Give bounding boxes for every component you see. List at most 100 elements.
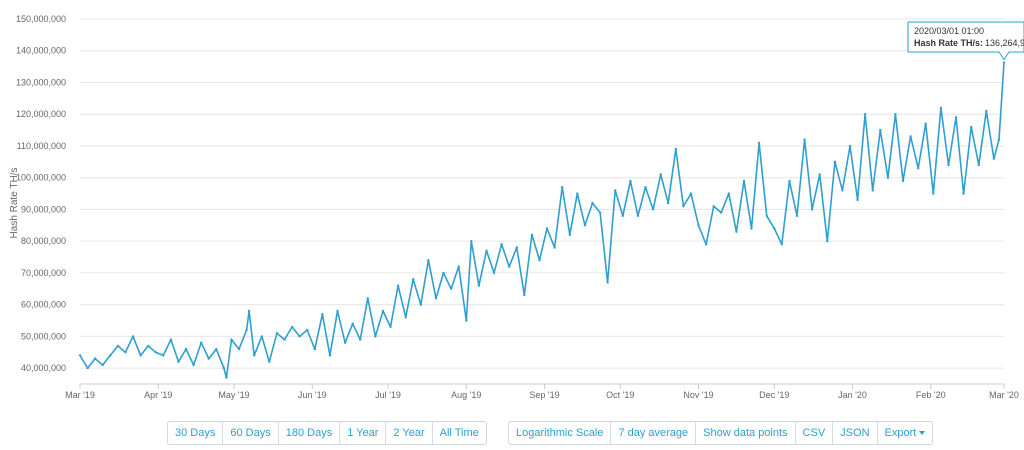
data-point [93,357,97,360]
data-point [644,186,647,189]
x-tick-label: Nov '19 [683,390,713,400]
range-all-time-button[interactable]: All Time [439,427,479,439]
data-point [207,357,210,360]
data-point [674,147,677,151]
data-point [253,354,256,357]
data-point [689,192,693,195]
data-point [359,338,362,341]
y-tick-label: 140,000,000 [16,46,66,56]
data-point [396,284,400,287]
y-tick-label: 70,000,000 [21,268,66,278]
data-point [795,214,799,217]
data-point [909,135,912,138]
data-point [169,338,173,341]
y-tick-label: 150,000,000 [16,14,66,24]
data-point [765,214,768,217]
x-tick-label: May '19 [218,390,249,400]
data-point [932,192,935,195]
tooltip-series-label: Hash Rate TH/s: [914,38,983,48]
data-point [545,227,549,230]
data-point [742,179,746,183]
data-point [917,167,920,170]
data-point [434,297,438,300]
data-point [245,328,248,332]
data-point [939,106,943,110]
x-tick-label: Dec '19 [759,390,789,400]
data-point [621,214,624,217]
data-point [856,198,859,202]
range-1-year-button[interactable]: 1 Year [340,422,387,444]
data-point [997,138,1001,141]
data-point [343,341,347,344]
show-data-points-button[interactable]: Show data points [696,422,796,444]
data-point [470,240,473,243]
data-point [697,224,700,227]
data-point [879,128,882,132]
data-point [449,287,453,290]
data-point [298,335,301,338]
data-point [275,332,279,335]
data-point [215,347,218,351]
data-point [192,363,195,367]
hash-rate-chart: 40,000,000 50,000,000 60,000,000 70,000,000… [9,14,1024,400]
data-point [985,109,988,113]
data-point [321,313,324,316]
seven-day-average-button[interactable]: 7 day average [611,422,697,444]
data-point [381,309,385,313]
data-point [750,227,753,230]
data-point [863,113,867,116]
data-point [225,376,228,379]
caret-down-icon [919,431,926,436]
data-point [283,338,286,341]
data-point [947,163,950,167]
data-point [230,338,233,341]
data-point [773,227,776,230]
data-point [412,278,415,281]
data-point [116,344,120,348]
y-axis-label: Hash Rate TH/s [9,168,20,239]
data-point [366,297,369,300]
range-2-year-button[interactable]: 2 Year [386,422,433,444]
data-point [561,186,564,189]
data-point [924,122,927,125]
data-point [1002,61,1006,64]
data-point [313,347,316,351]
data-point [538,259,541,262]
data-point [351,322,354,325]
data-point [727,192,730,195]
data-point [970,125,973,129]
range-30-days-button[interactable]: 30 Days [168,422,224,444]
data-point [306,328,309,332]
data-point [818,173,821,176]
data-point [374,335,377,338]
data-point [492,271,496,275]
x-tick-label: Sep '19 [529,390,559,400]
data-point [457,265,460,268]
x-tick-label: Jul '19 [375,390,401,400]
series-line-hash-rate [79,62,1005,379]
data-point [977,163,980,167]
data-point [336,309,339,313]
export-button[interactable]: Export [878,422,933,444]
data-point [222,366,226,370]
csv-button[interactable]: CSV [796,422,834,444]
y-tick-label: 110,000,000 [17,141,66,151]
data-point [184,347,188,351]
data-point [704,243,708,246]
data-point [139,354,142,357]
data-point [508,265,511,268]
logarithmic-scale-button[interactable]: Logarithmic Scale [509,422,612,444]
range-180-days-button[interactable]: 180 Days [279,422,341,444]
data-point [667,201,670,205]
x-tick-label: Feb '20 [916,390,946,400]
data-point [848,144,852,148]
data-point [78,354,82,357]
data-point [328,354,332,357]
range-60-days-button[interactable]: 60 Days [223,422,279,444]
y-tick-label: 60,000,000 [21,300,66,310]
data-point [389,325,392,329]
data-point [247,309,251,313]
data-point [735,230,738,233]
data-point [841,189,844,192]
json-button[interactable]: JSON [833,422,878,444]
